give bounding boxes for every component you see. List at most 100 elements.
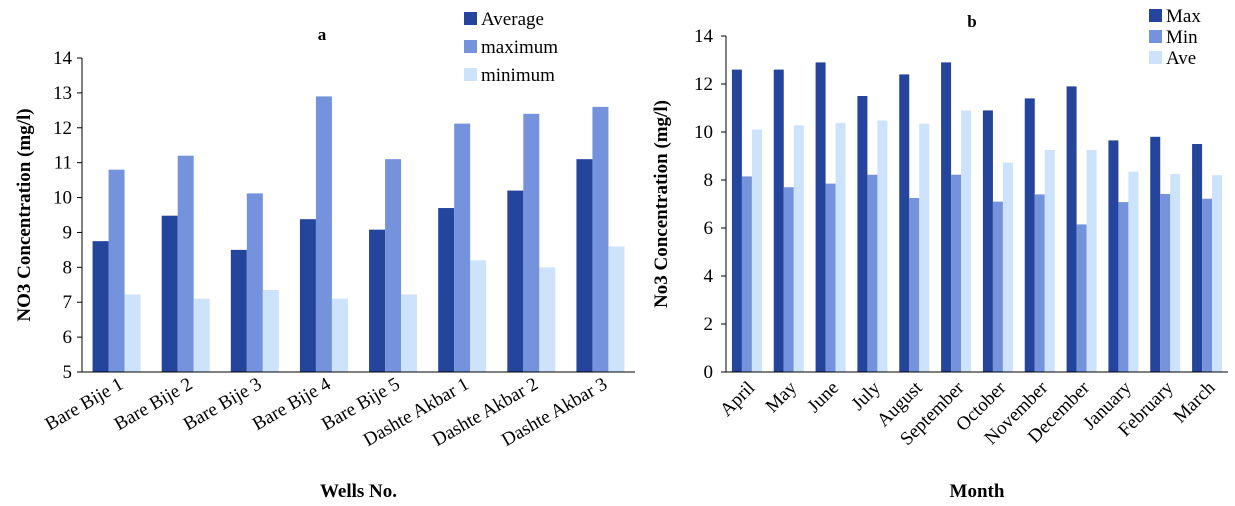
bar-average xyxy=(369,229,386,372)
legend-label: Ave xyxy=(1166,48,1196,69)
bar-ave xyxy=(751,129,762,372)
bar-min xyxy=(1034,194,1045,372)
bar-max xyxy=(857,96,868,372)
bar-ave xyxy=(1086,150,1097,372)
bar-maximum xyxy=(315,96,332,372)
bar-min xyxy=(867,174,878,372)
bar-maximum xyxy=(177,155,194,372)
legend-swatch xyxy=(1149,51,1162,64)
bar-min xyxy=(783,187,794,372)
bar-max xyxy=(1024,98,1035,373)
bar-average xyxy=(576,159,593,372)
y-tick-label: 11 xyxy=(54,153,72,174)
bar-min xyxy=(741,176,752,372)
bar-max xyxy=(1150,136,1161,372)
legend-swatch xyxy=(464,12,477,25)
bar-minimum xyxy=(608,246,625,372)
x-axis-title: Wells No. xyxy=(320,481,397,502)
bar-max xyxy=(773,69,784,372)
x-tick-label: June xyxy=(803,378,842,417)
y-axis-title: No3 Concentration (mg/l) xyxy=(651,100,672,308)
bar-ave xyxy=(1128,171,1139,372)
x-tick-label: March xyxy=(1170,377,1220,427)
bar-max xyxy=(982,110,993,373)
bar-average xyxy=(92,241,109,372)
y-tick-label: 6 xyxy=(704,218,714,239)
bar-minimum xyxy=(193,298,210,372)
bar-average xyxy=(230,249,247,372)
bar-average xyxy=(299,219,316,372)
bar-min xyxy=(951,174,962,372)
y-tick-label: 4 xyxy=(704,266,714,287)
bar-maximum xyxy=(246,193,263,372)
bar-ave xyxy=(877,120,888,372)
y-tick-label: 10 xyxy=(694,122,713,143)
bar-average xyxy=(438,208,455,372)
x-tick-label: Bare Bije 1 xyxy=(42,374,127,435)
bar-ave xyxy=(961,110,972,373)
bar-maximum xyxy=(592,106,609,372)
bar-minimum xyxy=(124,294,141,372)
legend-swatch xyxy=(464,40,477,53)
y-tick-label: 0 xyxy=(704,362,714,383)
bar-min xyxy=(1202,198,1213,372)
chart-title: a xyxy=(318,25,327,44)
y-tick-label: 8 xyxy=(704,170,714,191)
bar-min xyxy=(825,183,836,372)
bar-average xyxy=(507,190,524,372)
bar-ave xyxy=(1212,175,1223,372)
x-tick-label: Bare Bije 3 xyxy=(180,374,265,435)
legend-swatch xyxy=(464,68,477,81)
bar-ave xyxy=(835,122,846,372)
bar-ave xyxy=(1170,174,1181,372)
bar-minimum xyxy=(262,290,279,372)
bar-ave xyxy=(793,125,804,372)
bar-maximum xyxy=(108,169,125,372)
y-tick-label: 5 xyxy=(63,362,73,383)
y-tick-label: 9 xyxy=(63,222,73,243)
chart-title: b xyxy=(967,12,976,31)
bar-maximum xyxy=(385,159,402,372)
bar-max xyxy=(899,74,910,373)
legend-label: minimum xyxy=(481,65,555,86)
y-tick-label: 2 xyxy=(704,314,714,335)
bar-min xyxy=(909,198,920,372)
legend-label: Average xyxy=(481,9,544,30)
bar-max xyxy=(941,62,952,373)
y-tick-label: 14 xyxy=(53,48,73,69)
legend-swatch xyxy=(1149,9,1162,22)
legend-label: Min xyxy=(1166,27,1198,48)
x-tick-label: April xyxy=(716,378,759,421)
x-tick-label: Bare Bije 4 xyxy=(249,373,335,435)
y-axis-title: NO3 Concentration (mg/l) xyxy=(14,108,35,321)
bar-max xyxy=(731,69,742,372)
bar-max xyxy=(1192,144,1203,372)
bar-ave xyxy=(1002,162,1013,372)
y-tick-label: 12 xyxy=(694,74,713,95)
bar-min xyxy=(1160,193,1171,372)
y-tick-label: 10 xyxy=(53,188,72,209)
bar-maximum xyxy=(454,123,471,372)
y-tick-label: 13 xyxy=(53,83,72,104)
bar-average xyxy=(161,215,178,372)
legend-swatch xyxy=(1149,30,1162,43)
bar-minimum xyxy=(331,298,348,372)
y-tick-label: 8 xyxy=(63,257,73,278)
bar-minimum xyxy=(401,294,418,372)
x-tick-label: Bare Bije 2 xyxy=(111,374,196,435)
bar-minimum xyxy=(539,267,556,372)
bar-max xyxy=(1108,140,1119,372)
x-tick-label: May xyxy=(762,377,802,417)
legend-label: maximum xyxy=(481,37,558,58)
y-tick-label: 7 xyxy=(63,292,73,313)
x-axis-title: Month xyxy=(950,481,1005,502)
y-tick-label: 14 xyxy=(694,26,714,47)
bar-maximum xyxy=(523,113,540,373)
bar-min xyxy=(1076,224,1087,372)
legend-label: Max xyxy=(1166,6,1201,27)
bar-min xyxy=(992,201,1003,372)
bar-minimum xyxy=(470,260,487,372)
